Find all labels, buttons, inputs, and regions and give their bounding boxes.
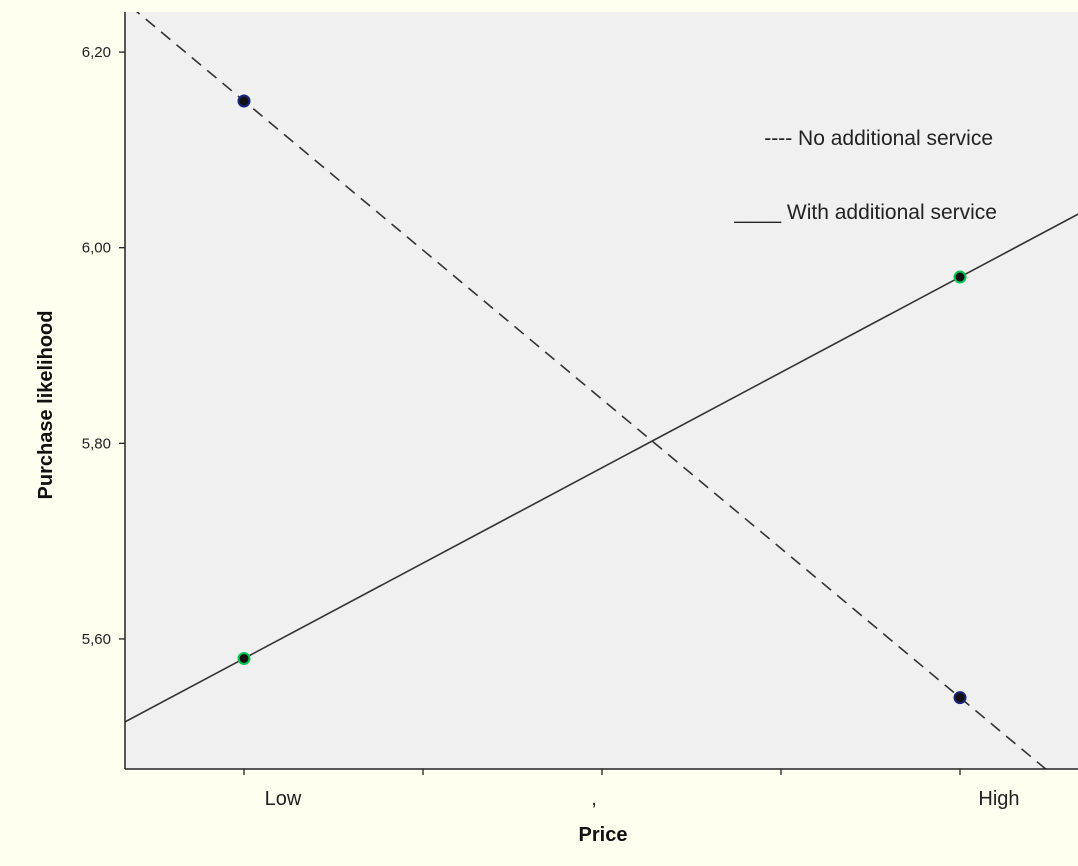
x-tick-label: , xyxy=(591,788,597,810)
x-axis-ticks: Low, High xyxy=(243,769,1020,810)
series-markers xyxy=(237,94,967,705)
data-point xyxy=(953,270,967,284)
legend-no-service: ---- No additional service xyxy=(764,127,993,150)
legend: ---- No additional service ____ With add… xyxy=(733,127,997,224)
y-tick-label: 6,20 xyxy=(82,44,111,61)
x-tick-label: High xyxy=(978,788,1019,810)
y-axis-title: Purchase likelihood xyxy=(35,311,57,500)
y-tick-label: 5,80 xyxy=(82,435,111,452)
x-tick-label: Low xyxy=(265,788,302,810)
data-point xyxy=(953,691,967,705)
y-tick-label: 6,00 xyxy=(82,240,111,257)
y-axis-ticks: 5,60 5,80 6,00 6,20 xyxy=(82,44,125,648)
data-point xyxy=(237,651,251,665)
plot-area xyxy=(125,12,1078,769)
y-tick-label: 5,60 xyxy=(82,631,111,648)
legend-with-service: ____ With additional service xyxy=(733,201,997,224)
series-line xyxy=(135,12,1047,769)
data-point xyxy=(237,94,251,108)
series-line xyxy=(125,213,1078,723)
x-axis-title: Price xyxy=(579,824,628,846)
series-lines xyxy=(125,12,1078,769)
